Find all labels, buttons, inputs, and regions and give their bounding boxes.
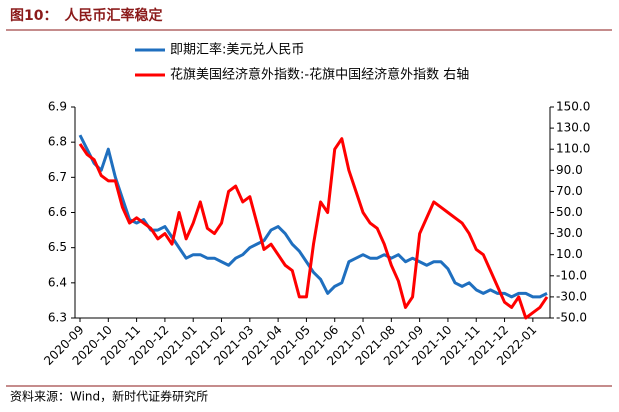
y-tick-label: 6.7 (48, 170, 67, 184)
y2-tick-label: -30.0 (556, 289, 587, 303)
y2-tick-label: 110.0 (556, 142, 590, 156)
y2-tick-label: 130.0 (556, 121, 590, 135)
y-tick-label: 6.8 (48, 135, 67, 149)
y-tick-label: 6.3 (48, 311, 67, 325)
legend-label: 即期汇率:美元兑人民币 (170, 42, 304, 58)
y2-tick-label: 90.0 (556, 163, 583, 177)
legend-label: 花旗美国经济意外指数:-花旗中国经济意外指数 右轴 (170, 67, 469, 83)
y-tick-label: 6.4 (48, 275, 67, 289)
y2-tick-label: -50.0 (556, 311, 587, 325)
series-line (78, 137, 549, 320)
y2-tick-label: 150.0 (556, 100, 590, 114)
title: 图10： 人民币汇率稳定 (10, 7, 162, 24)
y-tick-label: 6.9 (48, 100, 67, 114)
y-tick-label: 6.5 (48, 240, 67, 254)
y2-tick-label: 70.0 (556, 184, 583, 198)
source: 资料来源：Wind，新时代证券研究所 (10, 389, 208, 404)
y-tick-label: 6.6 (48, 205, 67, 219)
y2-tick-label: 30.0 (556, 226, 583, 240)
y2-tick-label: 50.0 (556, 205, 583, 219)
series-line (78, 134, 548, 299)
y2-tick-label: 10.0 (556, 247, 583, 261)
y2-tick-label: -10.0 (556, 268, 587, 282)
